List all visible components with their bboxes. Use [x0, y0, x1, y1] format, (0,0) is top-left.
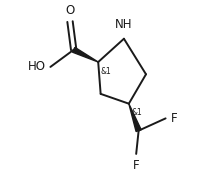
Polygon shape — [73, 47, 98, 62]
Text: O: O — [65, 4, 75, 17]
Text: NH: NH — [115, 18, 133, 31]
Polygon shape — [129, 104, 141, 132]
Text: HO: HO — [27, 60, 46, 74]
Text: &1: &1 — [101, 67, 111, 76]
Text: F: F — [133, 159, 140, 172]
Text: &1: &1 — [131, 108, 142, 117]
Text: F: F — [170, 112, 177, 125]
